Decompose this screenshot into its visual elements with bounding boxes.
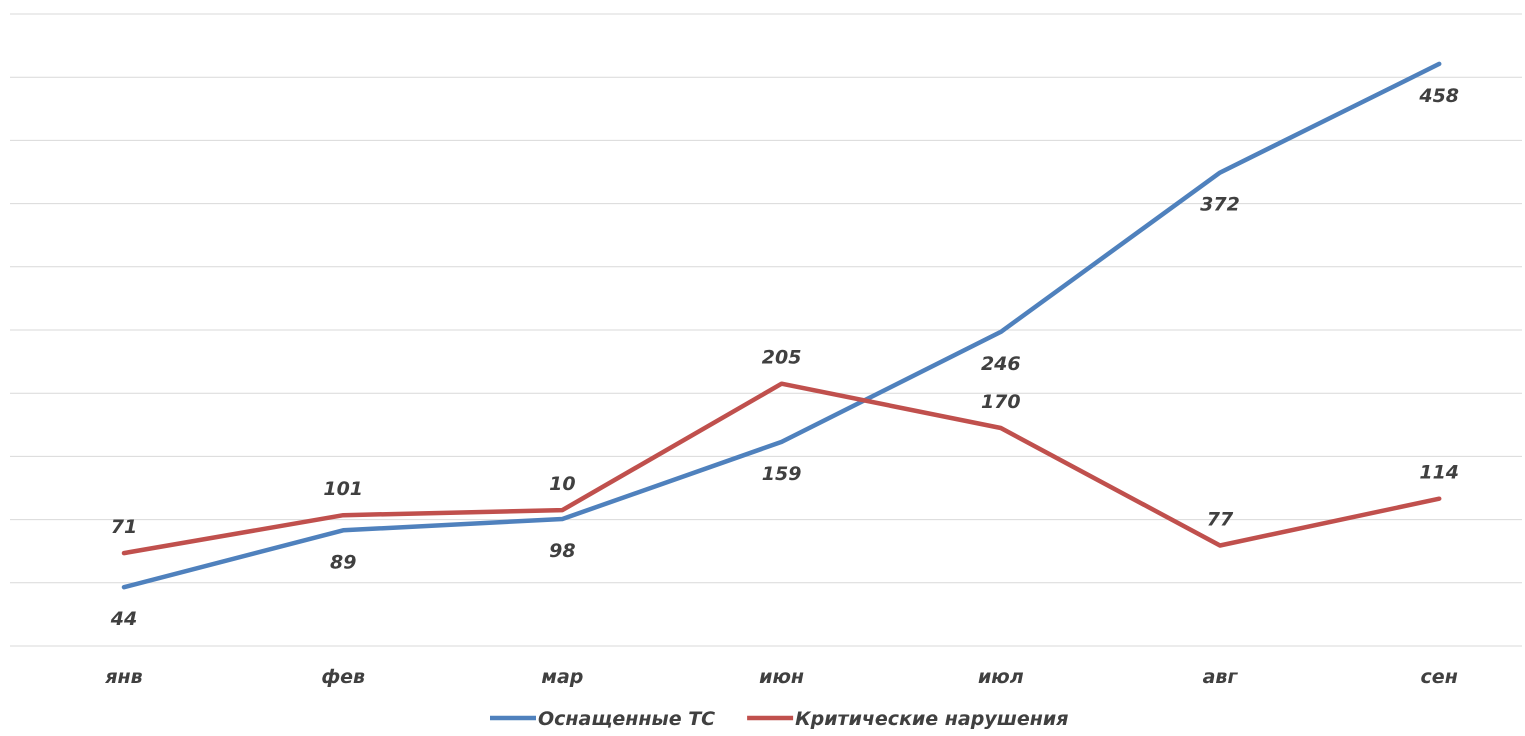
data-label: 205 [762,347,802,369]
x-axis-ticks: янв фев мар июн июл авг сен [104,666,1458,688]
data-label: 159 [762,463,802,485]
series-line-critical-violations [121,381,1442,556]
series-lines [121,61,1442,590]
data-label: 10 [549,473,575,495]
x-tick-label: сен [1421,666,1458,688]
data-label: 170 [981,391,1021,413]
data-label: 44 [110,608,137,630]
x-tick-label: авг [1203,666,1239,688]
data-label: 246 [981,353,1021,375]
data-label: 98 [549,540,575,562]
data-label: 458 [1418,85,1459,107]
x-tick-label: янв [104,666,142,688]
data-labels: 44 89 98 159 246 372 458 71 101 10 205 170 77 114 [110,85,1459,630]
data-label: 71 [111,516,137,538]
x-tick-label: июл [978,666,1024,688]
data-label: 101 [323,478,363,500]
x-tick-label: фев [321,666,365,688]
data-label: 372 [1200,194,1240,216]
legend-label: Критические нарушения [795,708,1068,730]
legend: Оснащенные ТС Критические нарушения [490,708,1068,730]
x-tick-label: мар [541,666,583,688]
data-label: 89 [330,551,356,573]
gridlines [10,13,1522,647]
data-label: 114 [1419,462,1459,484]
x-tick-label: июн [759,666,804,688]
data-label: 77 [1207,509,1234,531]
series-line-equipped-vehicles [121,61,1442,590]
legend-label: Оснащенные ТС [538,708,715,730]
